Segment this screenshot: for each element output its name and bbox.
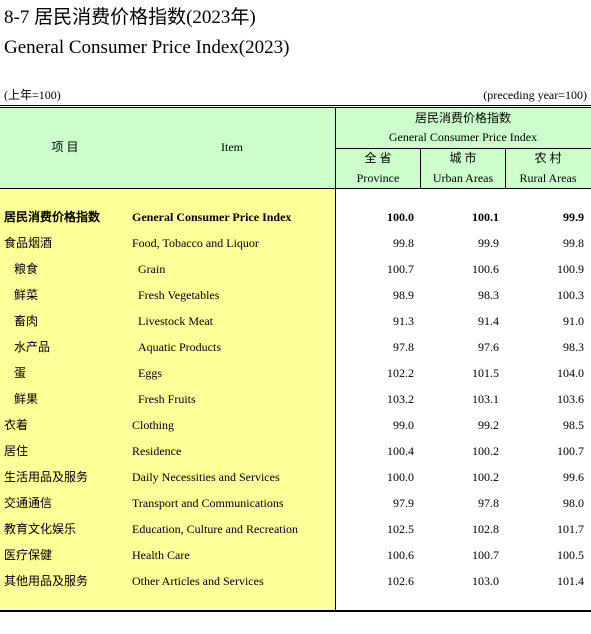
cell: 102.8 [472,522,499,536]
cell: 97.6 [478,340,499,354]
row-label-zh: 畜肉 [14,314,39,328]
col-header: 城 市 [449,151,477,165]
row-label-en: Aquatic Products [138,340,221,354]
cell: 100.6 [472,262,499,276]
cell: 103.2 [387,392,414,406]
col-header: 全 省 [364,151,392,165]
cell: 97.8 [478,496,499,510]
cell: 100.7 [557,444,584,458]
cell: 98.5 [563,418,584,432]
row-label-zh: 粮食 [14,262,39,276]
cell: 100.7 [472,548,499,562]
cell: 100.0 [387,210,414,224]
cell: 102.5 [387,522,414,536]
cell: 98.3 [478,288,499,302]
cell: 100.0 [387,470,414,484]
row-label-en: Daily Necessities and Services [132,470,280,484]
col-header: Item [221,140,243,154]
row-label-en: Clothing [132,418,175,432]
col-header: Province [356,171,400,185]
cell: 100.9 [557,262,584,276]
row-label-zh: 鲜菜 [14,288,39,302]
cell: 99.9 [563,210,584,224]
row-label-en: Eggs [138,366,162,380]
subtitle: General Consumer Price Index(2023) [4,37,290,58]
cell: 101.4 [557,574,584,588]
cell: 103.0 [472,574,499,588]
cell: 103.1 [472,392,499,406]
row-label-en: Food, Tobacco and Liquor [132,236,259,250]
row-label-en: Education, Culture and Recreation [132,522,298,536]
rule [335,148,591,149]
cell: 98.3 [563,340,584,354]
cell: 99.8 [563,236,584,250]
col-header: 项 目 [51,140,79,154]
item-bg [0,188,335,611]
cell: 99.8 [393,236,414,250]
row-label-zh: 交通通信 [4,496,53,510]
row-label-zh: 蛋 [14,366,27,380]
rule [335,108,336,611]
row-label-zh: 鲜果 [14,392,39,406]
col-header: 农 村 [534,151,562,165]
cell: 100.2 [472,470,499,484]
cell: 99.6 [563,470,584,484]
rule [0,107,591,108]
title: 8-7 居民消费价格指数(2023年) [4,7,256,28]
unit-left: (上年=100) [4,88,61,102]
cell: 91.4 [478,314,499,328]
row-label-zh: 食品烟酒 [4,236,53,250]
cell: 98.9 [393,288,414,302]
cell: 100.4 [387,444,414,458]
cell: 103.6 [557,392,584,406]
row-label-en: Health Care [132,548,190,562]
cell: 100.3 [557,288,584,302]
cell: 102.6 [387,574,414,588]
row-label-en: Transport and Communications [132,496,284,510]
cell: 99.9 [478,236,499,250]
cell: 99.0 [393,418,414,432]
row-label-zh: 生活用品及服务 [4,470,89,484]
cell: 101.5 [472,366,499,380]
row-label-en: Livestock Meat [138,314,213,328]
row-label-zh: 其他用品及服务 [4,574,89,588]
row-label-en: Other Articles and Services [132,574,264,588]
rule [0,105,591,106]
rule [420,148,421,188]
row-label-en: Fresh Fruits [138,392,196,406]
col-header: Rural Areas [519,171,577,185]
row-label-zh: 衣着 [4,418,29,432]
cell: 97.9 [393,496,414,510]
cell: 101.7 [557,522,584,536]
cell: 100.1 [472,210,499,224]
cell: 99.2 [478,418,499,432]
cell: 100.5 [557,548,584,562]
cell: 100.2 [472,444,499,458]
row-label-en: Fresh Vegetables [138,288,220,302]
cell: 97.8 [393,340,414,354]
row-label-zh: 水产品 [14,340,51,354]
col-header: Urban Areas [432,171,494,185]
cell: 91.0 [563,314,584,328]
cell: 104.0 [557,366,584,380]
row-label-zh: 居住 [4,444,29,458]
cell: 102.2 [387,366,414,380]
row-label-zh: 医疗保健 [4,548,53,562]
cell: 100.7 [387,262,414,276]
cell: 100.6 [387,548,414,562]
rule [0,188,591,189]
row-label-en: Grain [138,262,166,276]
group-header: 居民消费价格指数 [414,111,511,125]
row-label-en: General Consumer Price Index [132,210,292,224]
row-label-zh: 居民消费价格指数 [4,210,101,224]
group-header: General Consumer Price Index [388,130,538,144]
row-label-zh: 教育文化娱乐 [4,522,77,536]
cell: 98.0 [563,496,584,510]
rule [505,148,506,188]
unit-right: (preceding year=100) [483,88,587,102]
rule [0,610,591,612]
cell: 91.3 [393,314,414,328]
row-label-en: Residence [132,444,182,458]
